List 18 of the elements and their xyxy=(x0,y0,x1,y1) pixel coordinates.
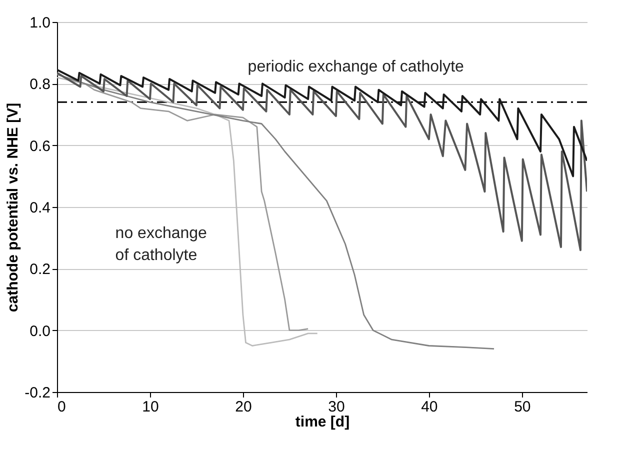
y-tick-label: 0.2 xyxy=(30,261,50,278)
annotation: no exchange of catholyte xyxy=(115,224,208,264)
y-tick-label: 0.6 xyxy=(30,138,50,155)
y-tick-label: 1.0 xyxy=(30,14,50,32)
annotation: periodic exchange of catholyte xyxy=(248,58,464,76)
x-axis-title: time [d] xyxy=(295,414,350,430)
x-tick-label: 30 xyxy=(328,398,345,416)
y-tick-label: -0.2 xyxy=(24,384,50,402)
x-tick-label: 10 xyxy=(142,398,159,416)
y-tick-label: 0.8 xyxy=(30,76,50,94)
y-tick-label: 0.0 xyxy=(30,322,50,340)
x-tick-label: 20 xyxy=(235,398,252,416)
y-tick-label: 0.4 xyxy=(30,200,50,216)
x-tick-label: 50 xyxy=(514,398,531,416)
x-tick-label: 40 xyxy=(421,398,438,416)
line-series xyxy=(57,74,495,350)
y-axis-title: cathode potential vs. NHE [V] xyxy=(4,102,22,312)
x-tick-label: 0 xyxy=(58,398,66,416)
